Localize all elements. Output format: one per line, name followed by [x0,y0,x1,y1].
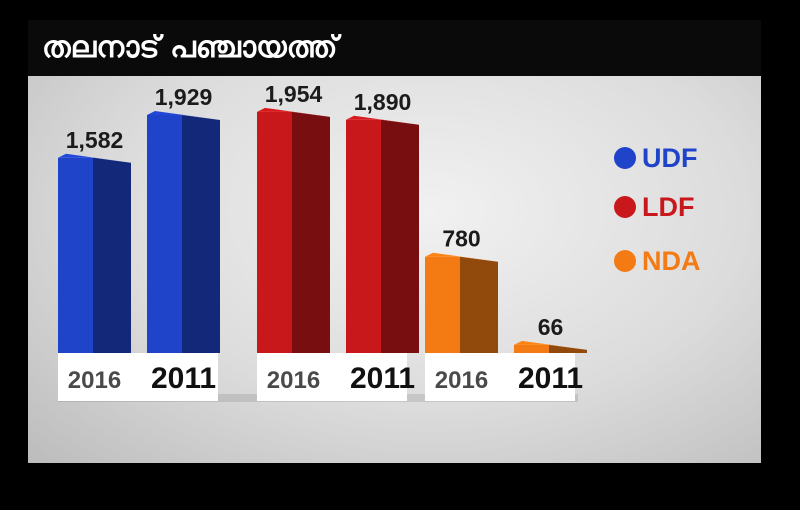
year-label: 2016 [267,367,320,394]
year-label: 2011 [518,362,583,395]
value-label: 1,582 [66,127,124,153]
bar-nda-2011-side [549,344,587,353]
bar-nda-2011 [514,344,549,353]
bar-udf-2016-side [93,157,131,353]
year-label: 2011 [350,362,415,395]
legend-label-nda: NDA [642,246,701,276]
legend-marker-ldf [614,196,636,218]
year-label-panel [425,353,575,401]
bar-chart: 1,582 2016 1,929 2011 1,954 2016 1,890 2011 780 2… [58,81,701,402]
bar-ldf-2011-side [381,119,419,353]
legend-marker-udf [614,147,636,169]
chart-frame: തലനാട് പഞ്ചായത്ത് 1,582 2016 1,929 2011 1,95… [28,20,761,463]
bar-ldf-2011 [346,119,381,353]
bar-udf-2011 [147,114,182,354]
value-label: 1,890 [354,89,412,115]
bar-udf-2011-top [147,110,220,120]
bar-udf-2016 [58,157,93,353]
value-label: 1,929 [155,84,213,110]
legend-marker-nda [614,250,636,272]
value-label: 780 [442,226,480,252]
year-label-panel [58,353,218,401]
bar-nda-2016-side [460,256,498,353]
bar-ldf-2016 [257,111,292,353]
year-label: 2016 [68,367,121,394]
bar-ldf-2011-top [346,115,419,125]
legend-label-ldf: LDF [642,192,694,222]
value-label: 1,954 [265,81,323,107]
bar-nda-2016 [425,256,460,353]
value-label: 66 [538,314,564,340]
year-label: 2016 [435,367,488,394]
chart-title: തലനാട് പഞ്ചായത്ത് [42,30,338,65]
bar-ldf-2016-top [257,107,330,117]
bar-nda-2016-top [425,252,498,262]
year-label-panel [257,353,407,401]
legend-label-udf: UDF [642,143,698,173]
title-bar: തലനാട് പഞ്ചായത്ത് [28,20,761,76]
bar-nda-2011-top [514,340,587,350]
bar-udf-2011-side [182,114,220,354]
bar-ldf-2016-side [292,111,330,353]
bar-udf-2016-top [58,153,131,163]
year-label: 2011 [151,362,216,395]
